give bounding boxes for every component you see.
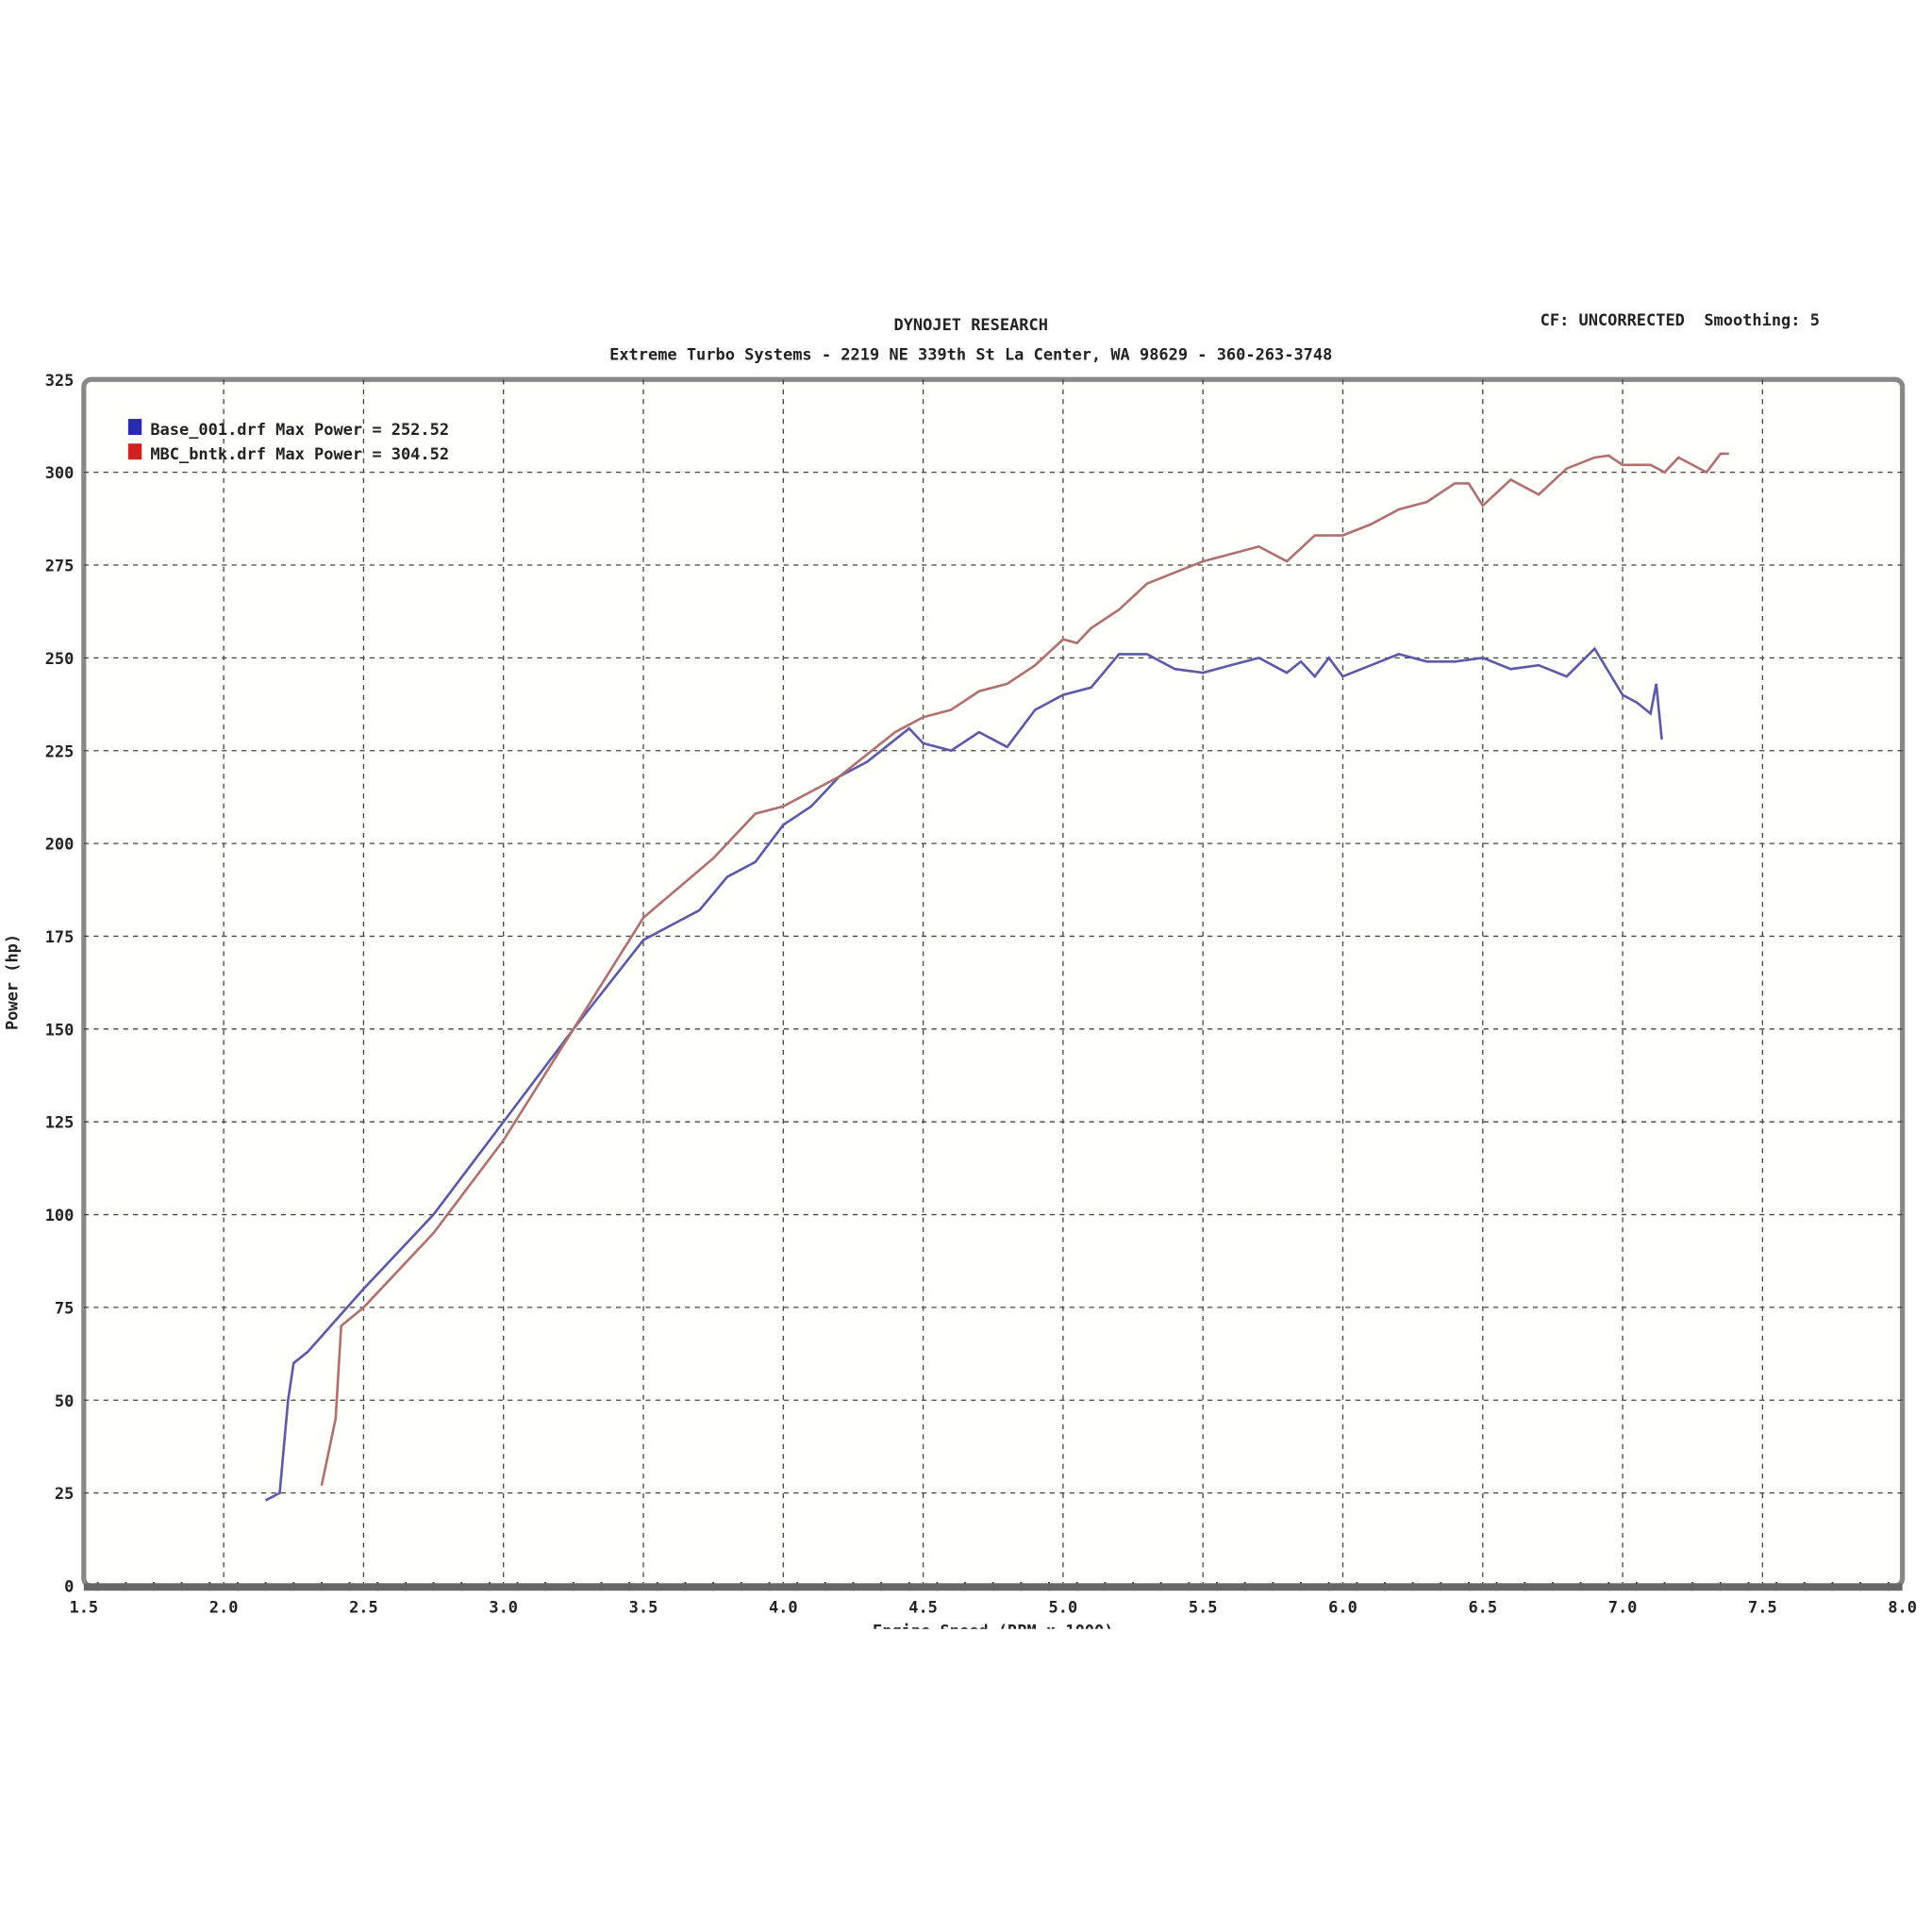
y-axis-label: Power (hp) xyxy=(3,934,22,1030)
chart-info: CF: UNCORRECTED Smoothing: 5 xyxy=(1541,311,1820,330)
y-tick-label: 175 xyxy=(45,928,75,947)
legend-label-mbc: MBC_bntk.drf Max Power = 304.52 xyxy=(150,445,449,464)
y-tick-label: 325 xyxy=(45,372,75,391)
x-tick-label: 6.0 xyxy=(1328,1599,1357,1618)
y-tick-label: 0 xyxy=(64,1578,74,1597)
y-tick-label: 275 xyxy=(45,558,75,576)
y-tick-label: 300 xyxy=(45,464,75,483)
y-tick-label: 75 xyxy=(55,1299,74,1318)
x-tick-label: 2.5 xyxy=(349,1599,378,1618)
x-tick-label: 3.5 xyxy=(629,1599,658,1618)
x-tick-label: 7.0 xyxy=(1608,1599,1638,1618)
y-tick-label: 150 xyxy=(45,1021,75,1040)
legend-swatch-mbc xyxy=(127,443,142,460)
chart-subtitle: Extreme Turbo Systems - 2219 NE 339th St… xyxy=(609,345,1332,364)
x-axis-label: Engine Speed (RPM x 1000) xyxy=(873,1623,1113,1641)
x-tick-label: 3.0 xyxy=(489,1599,518,1618)
x-axis-bar xyxy=(83,1583,1903,1591)
series-line-mbc xyxy=(320,452,1729,1487)
x-tick-label: 6.5 xyxy=(1468,1599,1497,1618)
y-tick-label: 25 xyxy=(55,1485,74,1504)
y-tick-label: 100 xyxy=(45,1207,75,1225)
x-tick-label: 2.0 xyxy=(209,1599,239,1618)
y-tick-label: 225 xyxy=(45,742,75,761)
legend-swatch-base xyxy=(127,419,142,436)
x-tick-label: 4.0 xyxy=(769,1599,798,1618)
x-tick-label: 7.5 xyxy=(1748,1599,1777,1618)
x-tick-label: 5.5 xyxy=(1189,1599,1218,1618)
x-tick-label: 4.5 xyxy=(908,1599,938,1618)
chart-title: DYNOJET RESEARCH xyxy=(893,316,1047,335)
series-line-base xyxy=(264,646,1663,1502)
legend: Base_001.drf Max Power = 252.52 MBC_bntk… xyxy=(127,419,449,464)
legend-label-base: Base_001.drf Max Power = 252.52 xyxy=(150,421,449,440)
x-tick-label: 8.0 xyxy=(1888,1599,1917,1618)
y-tick-label: 125 xyxy=(45,1114,75,1133)
x-tick-label: 1.5 xyxy=(69,1599,98,1618)
y-tick-label: 250 xyxy=(45,650,75,669)
y-tick-label: 50 xyxy=(55,1392,74,1411)
x-tick-label: 5.0 xyxy=(1049,1599,1078,1618)
plot-frame xyxy=(81,376,1906,1589)
y-tick-label: 200 xyxy=(45,836,75,855)
